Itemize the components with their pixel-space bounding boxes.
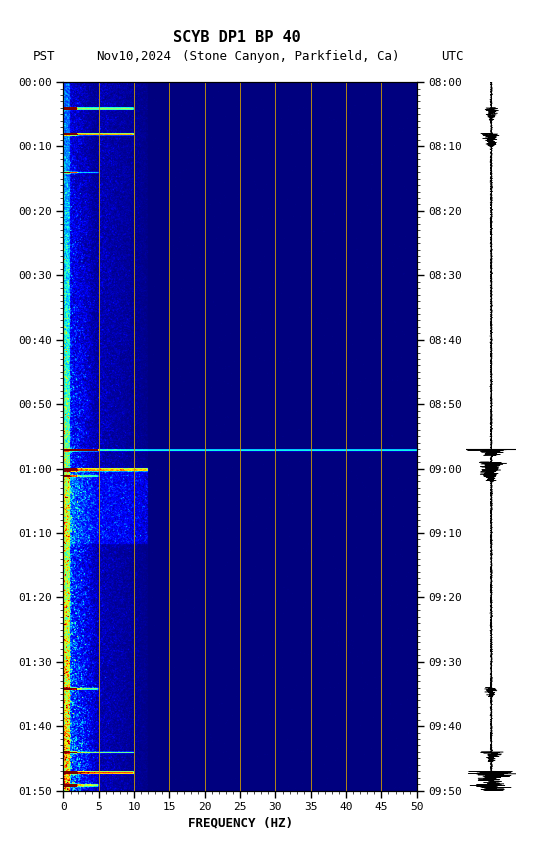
Text: UTC: UTC [442, 49, 464, 63]
Text: Nov10,2024: Nov10,2024 [97, 49, 172, 63]
X-axis label: FREQUENCY (HZ): FREQUENCY (HZ) [188, 816, 293, 829]
Text: (Stone Canyon, Parkfield, Ca): (Stone Canyon, Parkfield, Ca) [182, 49, 400, 63]
Text: PST: PST [33, 49, 56, 63]
Text: SCYB DP1 BP 40: SCYB DP1 BP 40 [173, 29, 301, 45]
